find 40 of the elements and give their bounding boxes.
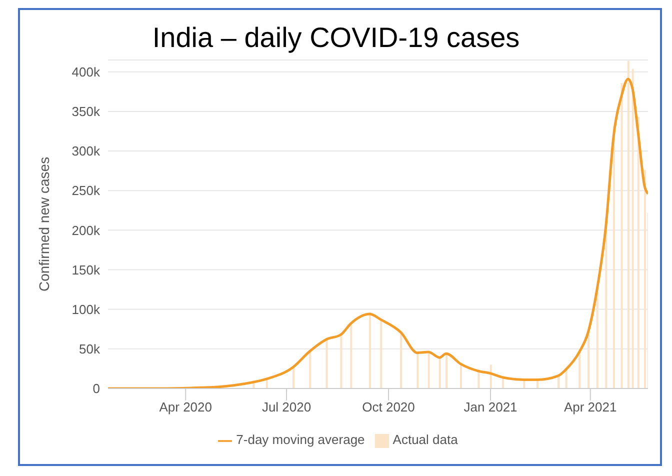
y-tick-label: 50k [79, 341, 100, 356]
bar [632, 68, 634, 388]
y-tick-label: 400k [72, 64, 100, 80]
bar [428, 352, 430, 388]
y-tick-label: 250k [72, 183, 100, 198]
y-tick-label: 100k [72, 302, 100, 317]
y-tick-label: 0 [92, 381, 100, 396]
bar [587, 331, 590, 388]
bar [350, 322, 352, 388]
bar [416, 354, 419, 388]
bar [309, 350, 312, 388]
bar [326, 338, 328, 388]
y-tick-label: 200k [72, 222, 100, 238]
bar [446, 354, 448, 388]
bar [369, 312, 372, 388]
chart-title: India – daily COVID-19 cases [151, 22, 521, 54]
y-tick-label: 300k [72, 144, 100, 159]
bar [380, 320, 382, 388]
bar [596, 288, 598, 388]
bar [612, 126, 615, 388]
x-tick-label: Jan 2021 [464, 400, 518, 415]
x-tick-label: Oct 2020 [362, 400, 415, 415]
bar [627, 60, 630, 388]
bar [340, 333, 342, 388]
x-tick-label: Apr 2020 [159, 400, 212, 415]
y-tick-label: 350k [72, 104, 100, 120]
x-tick-label: Jul 2020 [262, 400, 312, 415]
bar [620, 82, 623, 388]
y-tick-label: 150k [72, 262, 100, 278]
bar [644, 170, 646, 388]
bar [400, 333, 402, 388]
bar [637, 116, 640, 388]
bar [460, 364, 462, 388]
bar [578, 351, 581, 388]
y-axis-title: Confirmed new cases [36, 156, 52, 292]
line-series [108, 78, 648, 388]
legend-label: Actual data [392, 432, 458, 448]
x-tick-label: Apr 2021 [564, 400, 617, 415]
legend-label: 7-day moving average [236, 432, 365, 448]
bar [438, 358, 441, 388]
